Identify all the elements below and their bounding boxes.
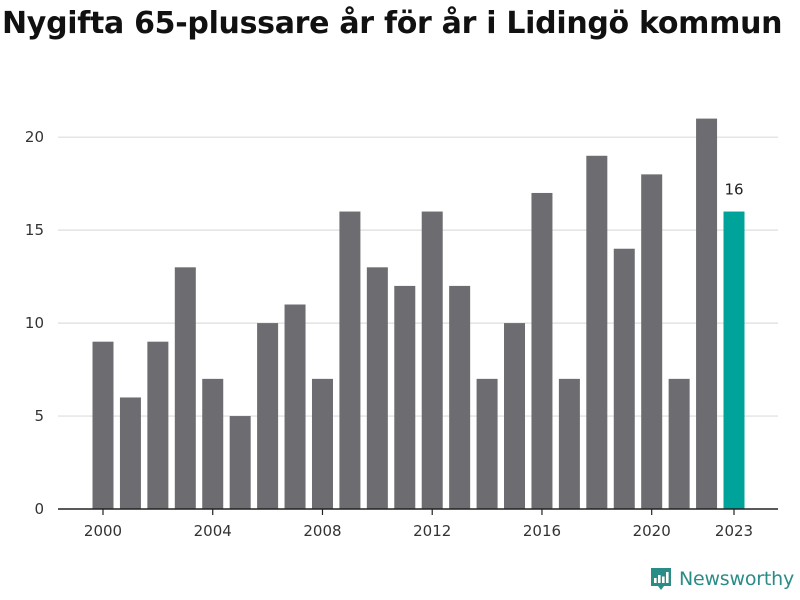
bar-2023 — [723, 211, 745, 509]
y-tick-label: 15 — [25, 221, 44, 239]
x-axis — [58, 508, 778, 515]
bar-2008 — [311, 378, 333, 509]
bar-2020 — [641, 174, 663, 509]
bar-2005 — [229, 416, 251, 509]
bar-2021 — [668, 378, 690, 509]
bar-2010 — [366, 267, 388, 509]
y-tick-label: 0 — [34, 500, 44, 518]
x-tick-label: 2012 — [413, 522, 451, 540]
bar-2018 — [586, 155, 608, 510]
bar-2003 — [174, 267, 196, 509]
bar-2019 — [613, 248, 635, 509]
bar-2007 — [284, 304, 306, 509]
bar-2014 — [476, 378, 498, 509]
brand-name: Newsworthy — [678, 568, 794, 590]
newsworthy-icon — [650, 568, 671, 590]
x-tick-label: 2016 — [523, 522, 561, 540]
bar-2004 — [202, 378, 224, 509]
x-tick-label: 2008 — [303, 522, 341, 540]
x-tick-label: 2020 — [633, 522, 671, 540]
x-tick-label: 2004 — [194, 522, 232, 540]
y-tick-label: 10 — [25, 314, 44, 332]
bars — [92, 118, 745, 510]
chart-title: Nygifta 65-plussare år för år i Lidingö … — [2, 6, 783, 41]
y-tick-label: 20 — [25, 128, 44, 146]
bar-2013 — [449, 285, 471, 509]
bar-2012 — [421, 211, 443, 509]
bar-2009 — [339, 211, 361, 509]
x-tick-label: 2023 — [715, 522, 753, 540]
newsworthy-logo: Newsworthy — [649, 566, 794, 592]
bar-2022 — [696, 118, 718, 509]
bar-2016 — [531, 192, 553, 510]
data-label-2023: 16 — [724, 181, 743, 199]
bar-2006 — [257, 323, 279, 509]
bar-2000 — [92, 341, 114, 509]
bar-2002 — [147, 341, 169, 509]
x-tick-label: 2000 — [84, 522, 122, 540]
bar-2017 — [558, 378, 580, 509]
y-tick-label: 5 — [34, 407, 44, 425]
bar-2015 — [504, 323, 526, 509]
bar-2011 — [394, 285, 416, 509]
bar-2001 — [119, 397, 141, 509]
